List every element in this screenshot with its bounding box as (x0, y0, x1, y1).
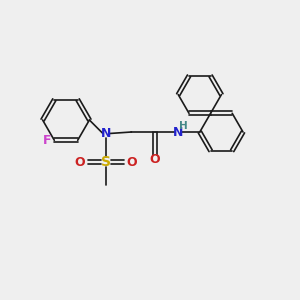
Text: F: F (43, 134, 51, 147)
Text: N: N (173, 125, 183, 139)
Text: O: O (127, 155, 137, 169)
Text: N: N (101, 127, 111, 140)
Text: O: O (149, 153, 160, 167)
Text: O: O (74, 155, 85, 169)
Text: S: S (101, 155, 111, 169)
Text: H: H (179, 121, 188, 131)
